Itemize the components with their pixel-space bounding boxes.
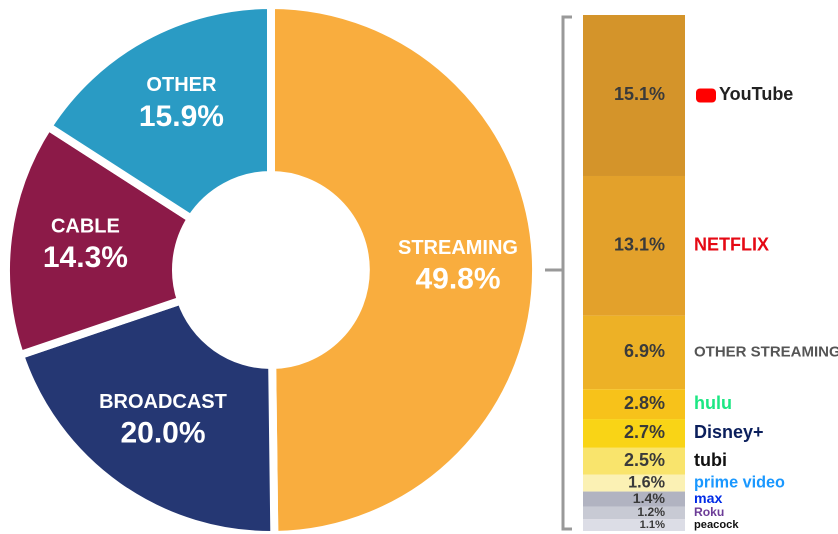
segment-value: 1.6% xyxy=(628,473,665,491)
bar-segment xyxy=(583,315,685,390)
bar-segment xyxy=(583,519,685,531)
segment-value: 15.1% xyxy=(614,84,665,104)
slice-name: OTHER xyxy=(146,74,217,96)
bar-segment xyxy=(583,15,685,176)
service-name: NETFLIX xyxy=(694,235,769,255)
slice-value: 14.3% xyxy=(43,241,128,274)
donut-slice xyxy=(267,0,541,534)
service-name: max xyxy=(694,491,722,507)
slice-name: BROADCAST xyxy=(99,391,227,413)
bar-segment xyxy=(583,447,685,475)
slice-value: 20.0% xyxy=(120,417,205,450)
bar-segment xyxy=(583,419,685,448)
segment-value: 1.2% xyxy=(637,505,665,519)
slice-name: STREAMING xyxy=(398,237,518,259)
bar-segment xyxy=(583,474,685,492)
service-name: Roku xyxy=(694,505,724,519)
donut-slice xyxy=(14,295,279,534)
bracket xyxy=(545,15,572,531)
bar-segment xyxy=(583,389,685,420)
donut-slice xyxy=(42,0,275,225)
segment-value: 2.5% xyxy=(624,450,665,470)
youtube-icon xyxy=(696,88,716,103)
segment-value: 1.1% xyxy=(640,519,665,531)
segment-value: 1.4% xyxy=(633,491,666,507)
bar-segment xyxy=(583,175,685,316)
segment-value: 2.8% xyxy=(624,393,665,413)
slice-value: 15.9% xyxy=(139,100,224,133)
bar-segment xyxy=(583,506,685,520)
bar-segment xyxy=(583,491,685,507)
service-name: Disney+ xyxy=(694,422,764,442)
service-name: hulu xyxy=(694,393,732,413)
service-name: tubi xyxy=(694,450,727,470)
segment-value: 13.1% xyxy=(614,235,665,255)
service-name: YouTube xyxy=(719,84,793,104)
service-name: prime video xyxy=(694,473,785,491)
slice-value: 49.8% xyxy=(415,263,500,296)
donut-slice xyxy=(2,121,197,361)
segment-value: 2.7% xyxy=(624,422,665,442)
service-name: peacock xyxy=(694,519,739,531)
segment-value: 6.9% xyxy=(624,341,665,361)
service-name: OTHER STREAMING xyxy=(694,343,838,360)
slice-name: CABLE xyxy=(51,215,120,237)
